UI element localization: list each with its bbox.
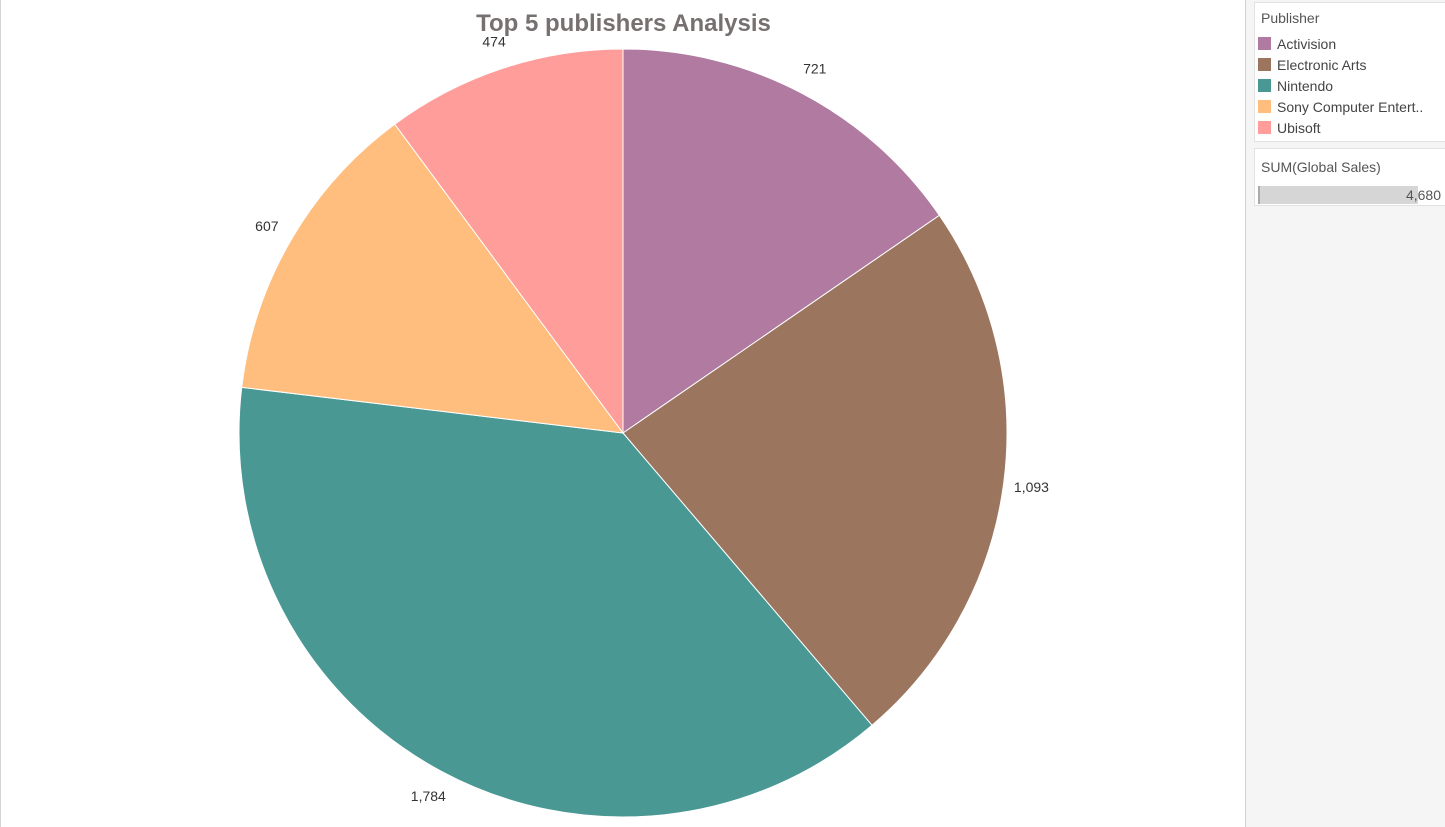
legend-label: Nintendo [1277, 77, 1334, 94]
legend-item[interactable]: Activision [1255, 33, 1445, 54]
legend-swatch [1258, 58, 1271, 71]
slice-value-label: 721 [803, 60, 827, 76]
legend-swatch [1258, 100, 1271, 113]
legend-swatch [1258, 37, 1271, 50]
legend-label: Ubisoft [1277, 119, 1321, 136]
pie-slice-electronic-arts[interactable] [622, 214, 1008, 726]
legend-item[interactable]: Nintendo [1255, 75, 1445, 96]
pie-slice-nintendo[interactable] [238, 386, 873, 818]
pie-slice-sony-computer-entert[interactable] [241, 123, 625, 434]
legend-title: Publisher [1261, 10, 1320, 26]
size-legend-bar [1258, 186, 1418, 204]
legend-item[interactable]: Electronic Arts [1255, 54, 1445, 75]
legend-item[interactable]: Ubisoft [1255, 117, 1445, 138]
slice-value-label: 1,093 [1014, 479, 1049, 495]
size-legend-title: SUM(Global Sales) [1261, 159, 1381, 175]
color-legend: Publisher Activision Electronic Arts Ninte… [1254, 2, 1445, 142]
slice-value-label: 1,784 [411, 788, 446, 804]
legend-item[interactable]: Sony Computer Entert.. [1255, 96, 1445, 117]
size-legend: SUM(Global Sales) 4,680 [1254, 148, 1445, 206]
pie-slice-ubisoft[interactable] [394, 48, 624, 435]
chart-view: Top 5 publishers Analysis 721 1,093 1,784 6… [0, 0, 1246, 827]
pie-slice-activision[interactable] [622, 48, 941, 434]
legend-swatch [1258, 121, 1271, 134]
legend-label: Electronic Arts [1277, 56, 1367, 73]
chart-title: Top 5 publishers Analysis [476, 10, 771, 37]
legend-swatch [1258, 79, 1271, 92]
legend-label: Activision [1277, 35, 1337, 52]
pie-chart[interactable]: 721 1,093 1,784 607 474 [1, 0, 1246, 827]
legend-label: Sony Computer Entert.. [1277, 98, 1424, 115]
slice-value-label: 474 [482, 34, 506, 50]
size-legend-value: 4,680 [1405, 187, 1441, 203]
sidebar: Publisher Activision Electronic Arts Ninte… [1245, 0, 1445, 827]
slice-value-label: 607 [255, 218, 279, 234]
legend-list: Activision Electronic Arts Nintendo Sony Co… [1255, 33, 1445, 138]
